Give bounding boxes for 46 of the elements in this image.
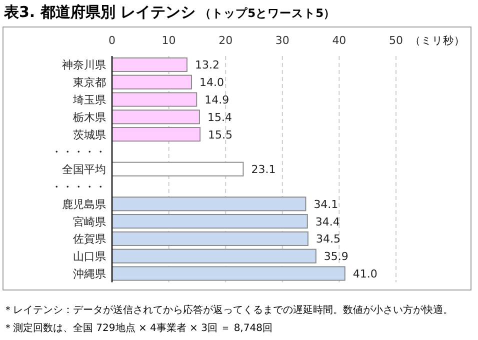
- y-tick-label: 栃木県: [73, 110, 106, 124]
- data-label: 14.0: [200, 76, 224, 90]
- chart-subtitle: （トップ5とワースト5）: [200, 6, 336, 20]
- bar: [112, 248, 316, 264]
- x-tick-label: 10: [162, 34, 176, 47]
- data-label: 34.5: [316, 232, 340, 246]
- x-axis-title: （ミリ秒）: [410, 35, 465, 47]
- x-tick-label: 50: [389, 34, 403, 47]
- bar: [112, 196, 306, 212]
- data-label: 41.0: [352, 268, 378, 280]
- y-tick-label: 山口県: [73, 250, 106, 264]
- data-label: 14.9: [204, 94, 230, 106]
- y-tick-label: ・・・・・: [51, 180, 106, 194]
- bar: [112, 162, 244, 176]
- x-tick-label: 40: [332, 34, 346, 47]
- y-tick-label: 埼玉県: [72, 94, 106, 106]
- data-label: 34.1: [314, 198, 338, 211]
- data-label: 15.5: [208, 128, 233, 142]
- bar: [112, 266, 346, 281]
- y-tick-label: 宮崎県: [73, 215, 106, 228]
- bar: [112, 57, 188, 72]
- bar: [112, 231, 308, 246]
- chart-title: 表3. 都道府県別 レイテンシ: [4, 3, 196, 21]
- y-tick-label: ・・・・・: [51, 146, 106, 159]
- y-tick-label: 神奈川県: [62, 58, 106, 72]
- bar: [112, 92, 198, 107]
- y-tick-label: 茨城県: [73, 128, 106, 142]
- bar: [112, 214, 308, 229]
- x-tick-label: 20: [218, 34, 233, 47]
- y-tick-label: 鹿児島県: [62, 198, 106, 211]
- x-tick-label: 30: [275, 34, 290, 47]
- bar: [112, 110, 200, 124]
- data-label: 35.9: [324, 250, 348, 264]
- y-tick-label: 全国平均: [62, 163, 106, 176]
- data-label: 23.1: [251, 163, 276, 176]
- data-label: 13.2: [194, 58, 220, 72]
- y-tick-label: 沖縄県: [73, 268, 106, 280]
- data-label: 34.4: [315, 215, 340, 228]
- bar: [112, 127, 201, 142]
- data-label: 15.4: [207, 110, 232, 124]
- bar: [112, 74, 192, 90]
- text: ＊レイテンシ：データが送信されてから応答が返ってくるまでの遅延時間。数値が小さい方が快適。: [3, 304, 453, 316]
- y-tick-label: 東京都: [73, 76, 106, 90]
- text: ＊測定回数は、全国 729地点 × 4事業者 × 3回 ＝ 8,748回: [3, 322, 272, 334]
- y-tick-label: 佐賀県: [73, 232, 106, 246]
- x-tick-label: 0: [108, 34, 116, 47]
